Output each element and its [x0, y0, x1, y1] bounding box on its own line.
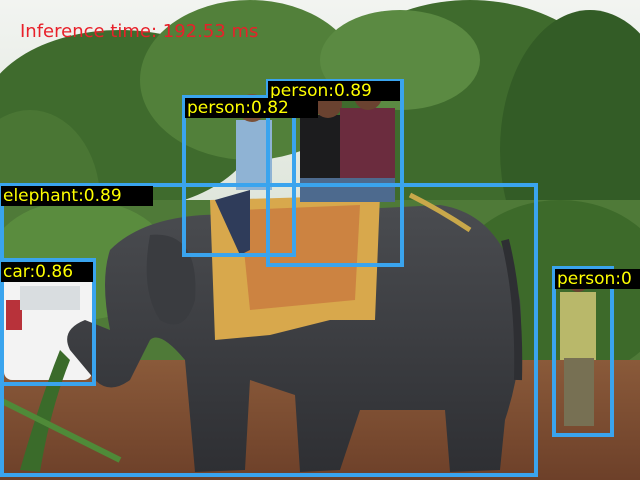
- detection-label-car: car:0.86: [1, 262, 93, 282]
- detection-label-elephant: elephant:0.89: [1, 186, 153, 206]
- inference-time-text: Inference time: 192.53 ms: [20, 21, 259, 42]
- detection-box-car: [0, 258, 96, 386]
- detection-label-person-rider-left: person:0.82: [185, 98, 318, 118]
- detection-box-person-rider-left: [182, 95, 296, 257]
- detection-box-person-standing: [552, 266, 614, 437]
- detection-label-person-standing: person:0: [555, 269, 640, 289]
- detection-label-person-rider-right: person:0.89: [268, 81, 400, 101]
